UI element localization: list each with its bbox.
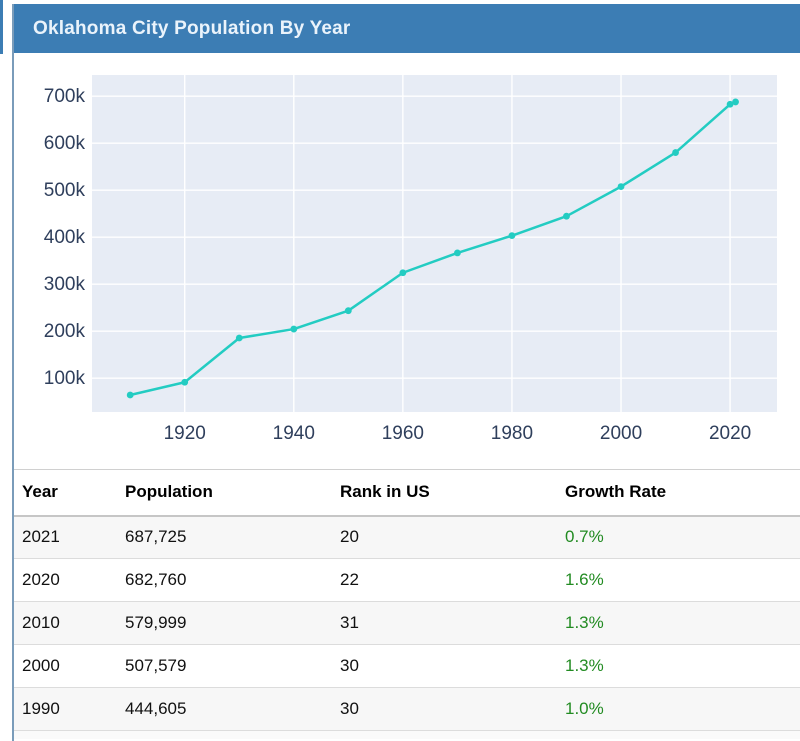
data-point[interactable] xyxy=(726,100,734,108)
table-row: 1990 444,605 30 1.0% xyxy=(14,687,800,731)
data-point[interactable] xyxy=(181,378,189,386)
data-point[interactable] xyxy=(235,334,243,342)
cell-population: 682,760 xyxy=(117,558,332,602)
cell-year: 2021 xyxy=(14,515,117,559)
data-point[interactable] xyxy=(344,307,352,315)
x-axis-tick-label: 2020 xyxy=(709,423,751,444)
x-axis-tick-label: 1980 xyxy=(491,423,533,444)
population-chart: 100k 200k 300k 400k 500k 600k 700k 1920 1940 1960… xyxy=(14,53,800,463)
column-header-year: Year xyxy=(14,469,117,517)
cell-rank: 22 xyxy=(332,558,557,602)
data-point[interactable] xyxy=(508,232,516,240)
left-accent-strip xyxy=(0,0,3,54)
data-point[interactable] xyxy=(672,149,679,156)
cell-growth-rate: 1.3% xyxy=(557,644,800,688)
chart-plot-area[interactable] xyxy=(92,75,777,412)
table-body: 2021 687,725 20 0.7% 2020 682,760 22 1.6% 2010 57… xyxy=(14,515,800,731)
cell-year: 1990 xyxy=(14,687,117,731)
next-row-partial xyxy=(14,731,800,739)
data-point[interactable] xyxy=(126,391,134,399)
y-axis-tick-label: 200k xyxy=(44,321,86,342)
cell-rank: 30 xyxy=(332,687,557,731)
table-header-row: Year Population Rank in US Growth Rate xyxy=(14,469,800,517)
column-header-growth: Growth Rate xyxy=(557,469,800,517)
cell-population: 579,999 xyxy=(117,601,332,645)
data-point[interactable] xyxy=(732,98,739,106)
table-row: 2020 682,760 22 1.6% xyxy=(14,558,800,602)
x-axis-tick-label: 1920 xyxy=(164,423,206,444)
population-line-chart[interactable]: 100k 200k 300k 400k 500k 600k 700k 1920 1940 1960… xyxy=(14,53,800,463)
y-axis-tick-label: 400k xyxy=(44,227,86,248)
table-row: 2021 687,725 20 0.7% xyxy=(14,515,800,559)
cell-rank: 20 xyxy=(332,515,557,559)
cell-population: 444,605 xyxy=(117,687,332,731)
table-row: 2000 507,579 30 1.3% xyxy=(14,644,800,688)
cell-year: 2000 xyxy=(14,644,117,688)
data-point[interactable] xyxy=(399,269,407,277)
cell-rank: 31 xyxy=(332,601,557,645)
y-axis-tick-label: 700k xyxy=(44,86,86,107)
y-axis-tick-label: 100k xyxy=(44,368,86,389)
y-axis-tick-label: 300k xyxy=(44,274,86,295)
cell-population: 507,579 xyxy=(117,644,332,688)
data-point[interactable] xyxy=(617,183,625,190)
cell-growth-rate: 1.0% xyxy=(557,687,800,731)
x-axis-tick-label: 1940 xyxy=(273,423,315,444)
x-axis-tick-label: 1960 xyxy=(382,423,424,444)
table-header: Year Population Rank in US Growth Rate xyxy=(14,469,800,517)
column-header-rank: Rank in US xyxy=(332,469,557,517)
population-table: Year Population Rank in US Growth Rate 2… xyxy=(14,469,800,731)
data-point[interactable] xyxy=(290,325,298,333)
data-point[interactable] xyxy=(454,249,461,257)
column-header-population: Population xyxy=(117,469,332,517)
cell-year: 2020 xyxy=(14,558,117,602)
cell-growth-rate: 1.6% xyxy=(557,558,800,602)
cell-growth-rate: 0.7% xyxy=(557,515,800,559)
page-title: Oklahoma City Population By Year xyxy=(33,17,351,39)
y-axis-tick-label: 500k xyxy=(44,180,86,201)
x-axis-tick-label: 2000 xyxy=(600,423,642,444)
y-axis-tick-label: 600k xyxy=(44,133,86,154)
cell-population: 687,725 xyxy=(117,515,332,559)
cell-growth-rate: 1.3% xyxy=(557,601,800,645)
content-card: Oklahoma City Population By Year 100k 200… xyxy=(12,4,800,741)
data-point[interactable] xyxy=(563,212,570,220)
table-row: 2010 579,999 31 1.3% xyxy=(14,601,800,645)
cell-rank: 30 xyxy=(332,644,557,688)
page-header: Oklahoma City Population By Year xyxy=(14,4,800,53)
cell-year: 2010 xyxy=(14,601,117,645)
